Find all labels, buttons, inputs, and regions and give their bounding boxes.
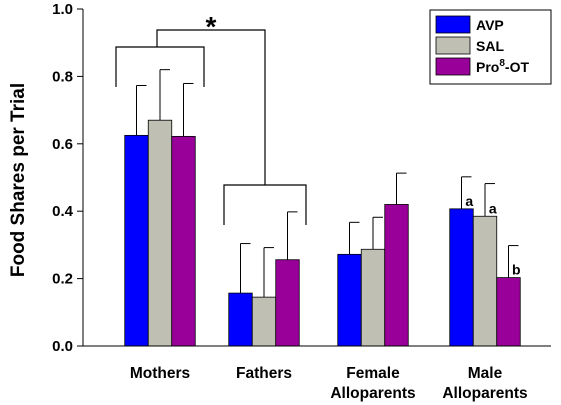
significance-letter: a (489, 200, 497, 216)
x-axis: Mothers Fathers Female Alloparents Male Allop… (83, 345, 551, 402)
category-label: Male (468, 365, 503, 382)
category-label: Alloparents (442, 385, 527, 402)
y-tick-label: 0.0 (52, 338, 73, 355)
bar (384, 204, 409, 347)
y-axis-label: Food Shares per Trial (8, 83, 29, 277)
category-label: Female (346, 365, 400, 382)
bar (124, 134, 149, 347)
bar (275, 259, 300, 347)
category-label: Fathers (236, 365, 292, 382)
bar (472, 215, 498, 347)
bar (251, 296, 277, 347)
bracket-mothers (115, 46, 205, 87)
significance-letter: b (512, 262, 521, 278)
legend-label: Pro8-OT (476, 58, 529, 75)
significance-brackets: * (115, 11, 307, 225)
significance-star: * (206, 11, 217, 42)
y-tick-label: 0.4 (52, 203, 74, 220)
bar (171, 135, 196, 347)
bar (228, 292, 253, 347)
y-tick-label: 0.6 (52, 136, 73, 153)
y-axis: 0.0 0.2 0.4 0.6 0.8 1.0 (52, 1, 84, 355)
legend-label: SAL (476, 38, 504, 54)
bar (496, 277, 521, 347)
legend-swatch (435, 57, 471, 76)
legend-label: AVP (476, 17, 504, 33)
bar (147, 119, 173, 347)
bracket-comparison (156, 29, 266, 185)
bars: a a b (124, 69, 521, 347)
y-tick-label: 1.0 (52, 1, 73, 18)
y-tick-label: 0.2 (52, 271, 73, 288)
legend: AVP SAL Pro8-OT (429, 9, 552, 85)
bar (337, 253, 362, 347)
significance-letter: a (465, 193, 473, 209)
category-label: Alloparents (330, 385, 415, 402)
y-tick-label: 0.8 (52, 68, 73, 85)
category-label: Mothers (130, 365, 190, 382)
bar (360, 248, 386, 347)
legend-swatch (435, 36, 471, 55)
bracket-fathers (223, 184, 307, 225)
bar (449, 208, 474, 347)
legend-swatch (435, 15, 471, 34)
